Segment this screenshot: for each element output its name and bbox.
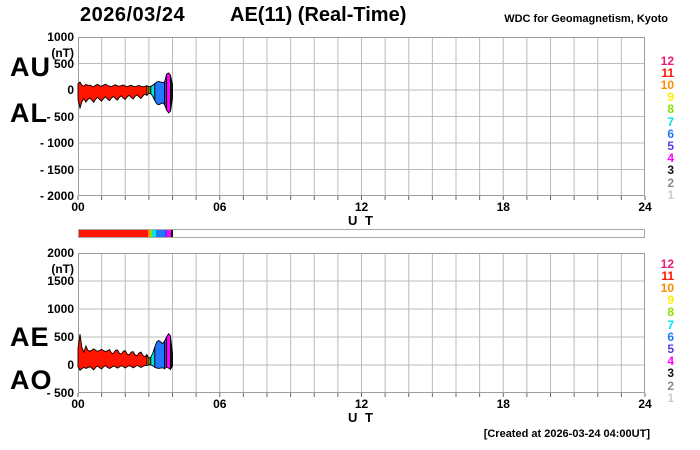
y-tick-label: 1000: [47, 30, 74, 44]
colorbar-segment: [165, 230, 168, 237]
y-tick-label: 1500: [47, 274, 74, 288]
index-band-segment: [77, 81, 148, 110]
x-tick-label: 18: [496, 200, 510, 214]
station-count-3: 3: [667, 366, 674, 381]
index-band-segment: [170, 335, 173, 371]
y-axis-unit: (nT): [51, 262, 74, 276]
y-tick-label: 0: [67, 83, 74, 97]
colorbar-segment: [171, 230, 174, 237]
index-band-segment: [154, 81, 166, 106]
station-count-colorbar: [78, 229, 645, 238]
created-timestamp: [Created at 2026-03-24 04:00UT]: [483, 428, 650, 440]
index-band-segment: [150, 82, 156, 101]
x-tick-label: 00: [71, 397, 85, 411]
axis-label-au: AU: [10, 52, 51, 82]
station-count-5: 5: [667, 341, 674, 356]
colorbar-segment: [151, 230, 156, 237]
station-count-8: 8: [667, 102, 674, 117]
index-band-segment: [154, 339, 166, 370]
station-count-11: 11: [661, 268, 674, 283]
x-tick-label: 12: [354, 397, 369, 411]
colorbar-segment: [167, 230, 172, 237]
y-tick-label: 2000: [47, 246, 74, 260]
station-count-10: 10: [660, 77, 674, 92]
x-tick-label: 24: [638, 200, 652, 214]
station-count-7: 7: [667, 114, 674, 129]
station-count-7: 7: [667, 317, 674, 332]
y-tick-label: - 1000: [39, 136, 74, 150]
station-count-6: 6: [667, 126, 674, 141]
index-band-segment: [170, 75, 173, 112]
colorbar-segment: [79, 230, 148, 237]
x-tick-label: 00: [71, 200, 85, 214]
y-tick-label: - 1500: [39, 162, 74, 177]
x-tick-label: 18: [496, 397, 510, 411]
station-count-4: 4: [667, 151, 674, 166]
station-count-2: 2: [667, 378, 674, 393]
station-count-12: 12: [660, 256, 674, 271]
station-count-11: 11: [661, 65, 674, 80]
x-tick-label: 12: [354, 200, 369, 214]
au-al-chart: [77, 37, 646, 200]
page-title: AE(11) (Real-Time): [230, 4, 407, 26]
y-tick-label: 1000: [47, 302, 74, 316]
axis-label-ao: AO: [10, 365, 53, 395]
index-band-segment: [77, 334, 148, 372]
x-tick-label: 06: [213, 397, 227, 411]
plot-border: [78, 37, 645, 196]
y-axis-unit: (nT): [51, 46, 74, 60]
plot-date: 2026/03/24: [80, 4, 186, 26]
ae-ao-chart: [77, 253, 646, 397]
y-tick-label: 500: [53, 330, 74, 344]
station-count-10: 10: [660, 280, 674, 295]
y-tick-label: - 500: [46, 386, 74, 400]
y-tick-label: 0: [67, 358, 74, 372]
station-count-9: 9: [667, 293, 674, 308]
axis-label-al: AL: [10, 98, 48, 128]
x-tick-label: 06: [213, 200, 227, 214]
colorbar-segment: [149, 230, 152, 237]
index-band-segment: [166, 332, 171, 370]
station-count-2: 2: [667, 175, 674, 190]
station-count-3: 3: [667, 163, 674, 178]
station-count-8: 8: [667, 305, 674, 320]
station-count-9: 9: [667, 90, 674, 105]
data-source-label: WDC for Geomagnetism, Kyoto: [504, 13, 668, 25]
station-count-6: 6: [667, 329, 674, 344]
station-count-1: 1: [667, 390, 674, 405]
x-axis-title: U T: [348, 213, 375, 228]
y-tick-label: - 2000: [39, 189, 74, 203]
colorbar-segment: [147, 230, 150, 237]
y-tick-label: 500: [53, 56, 74, 71]
colorbar-segment: [155, 230, 166, 237]
y-tick-label: - 500: [46, 109, 74, 124]
station-count-4: 4: [667, 354, 674, 369]
axis-label-ae: AE: [10, 322, 50, 352]
station-count-12: 12: [660, 53, 674, 68]
station-count-5: 5: [667, 138, 674, 153]
x-tick-label: 24: [638, 397, 652, 411]
station-count-1: 1: [667, 187, 674, 202]
plot-border: [78, 253, 645, 393]
index-band-segment: [166, 72, 171, 114]
index-band-segment: [150, 346, 156, 369]
x-axis-title: U T: [348, 410, 375, 425]
